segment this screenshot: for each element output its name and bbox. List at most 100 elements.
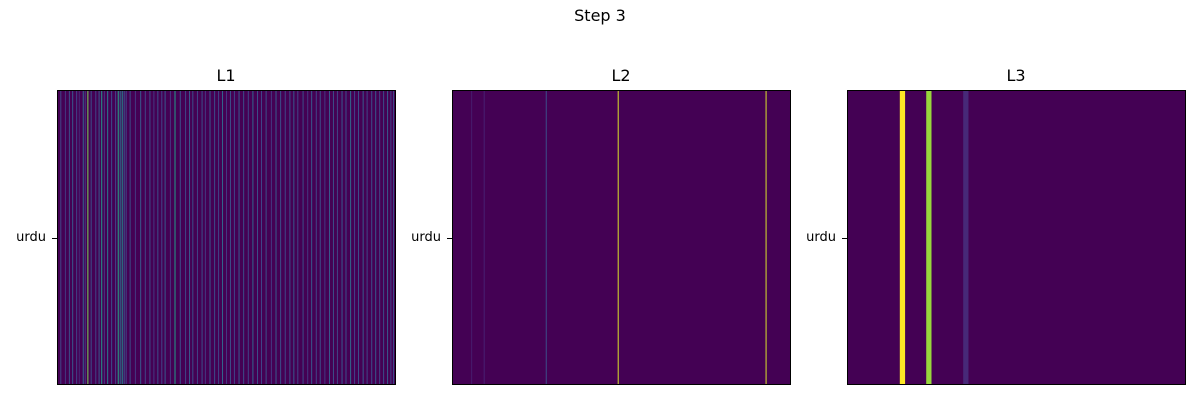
heatmap-cell (153, 90, 155, 384)
heatmap-cell (68, 90, 70, 384)
heatmap-cell (275, 90, 277, 384)
heatmap-cell (189, 90, 191, 384)
heatmap-cell (257, 90, 259, 384)
panel-title: L3 (1006, 66, 1026, 85)
heatmap-cell (161, 90, 163, 384)
heatmap-cell (157, 90, 159, 384)
heatmap-cell (336, 90, 338, 384)
heatmap-cell (144, 90, 146, 384)
heatmap-cell (101, 90, 103, 384)
heatmap-cell (107, 90, 109, 384)
heatmap-cell (471, 90, 473, 384)
y-tick-label: urdu (16, 230, 46, 245)
heatmap-cell (483, 90, 485, 384)
heatmap-cell (238, 90, 240, 384)
heatmap-cell (204, 90, 206, 384)
heatmap-cell (98, 90, 100, 384)
heatmap-cell (174, 90, 176, 384)
heatmap-cell (390, 90, 392, 384)
panel-title: L1 (216, 66, 236, 85)
heatmap-cell (345, 90, 347, 384)
heatmap-cell (247, 90, 249, 384)
heatmap-cell (341, 90, 343, 384)
heatmap-cell (324, 90, 326, 384)
heatmap-cell (375, 90, 377, 384)
heatmap-cell (72, 90, 74, 384)
heatmap-cell (393, 90, 395, 384)
heatmap-background (452, 90, 790, 384)
y-tick-label: urdu (806, 230, 836, 245)
heatmap-cell (332, 90, 334, 384)
heatmap-cell (233, 90, 235, 384)
heatmap-cell (64, 90, 66, 384)
heatmap-cell (121, 90, 123, 384)
heatmap-cell (297, 90, 299, 384)
heatmap-cell (383, 90, 385, 384)
heatmap-panel-l1: L1 urdu (0, 0, 400, 400)
heatmap-cell (95, 90, 97, 384)
heatmap-cell (226, 90, 227, 384)
heatmap-cell (265, 90, 267, 384)
heatmap-cell (289, 90, 291, 384)
heatmap-cell (899, 90, 906, 384)
heatmap-cell (319, 90, 321, 384)
heatmap-cell (270, 90, 272, 384)
heatmap-cell (379, 90, 381, 384)
heatmap-cell (545, 90, 547, 384)
figure-title: Step 3 (574, 6, 626, 25)
heatmap-cell (185, 90, 187, 384)
heatmap-cell (214, 90, 216, 384)
heatmap-cell (362, 90, 364, 384)
heatmap-cell (164, 90, 166, 384)
heatmap-cell (149, 90, 151, 384)
heatmap-cell (82, 90, 84, 384)
heatmap-cell (84, 90, 86, 384)
heatmap-cell (328, 90, 330, 384)
heatmap-cell (243, 90, 245, 384)
y-tick-mark (842, 238, 847, 239)
heatmap-cell (307, 90, 309, 384)
heatmap-cell (76, 90, 78, 384)
y-tick-mark (52, 238, 57, 239)
heatmap-cell (350, 90, 352, 384)
heatmap-cell (78, 90, 80, 384)
heatmap-cell (179, 90, 181, 384)
heatmap-cell (117, 90, 119, 384)
heatmap-cell (963, 90, 969, 384)
heatmap-cell (311, 90, 313, 384)
heatmap-cell (315, 90, 317, 384)
heatmap-cell (169, 90, 171, 384)
heatmap-cell (123, 90, 125, 384)
heatmap-cell (284, 90, 286, 384)
heatmap-cell (103, 90, 105, 384)
heatmap-cell (354, 90, 356, 384)
heatmap-cell (140, 90, 142, 384)
heatmap-cell (280, 90, 282, 384)
heatmap-cell (201, 90, 203, 384)
heatmap-plot (452, 90, 790, 384)
heatmap-cell (387, 90, 389, 384)
y-tick-mark (447, 238, 452, 239)
heatmap-cell (87, 90, 89, 384)
heatmap-cell (617, 90, 619, 384)
heatmap-background (847, 90, 1185, 384)
heatmap-cell (111, 90, 113, 384)
heatmap-cell (129, 90, 131, 384)
heatmap-cell (125, 90, 127, 384)
heatmap-cell (90, 90, 92, 384)
heatmap-cell (134, 90, 136, 384)
heatmap-cell (192, 90, 194, 384)
panel-title: L2 (611, 66, 631, 85)
heatmap-cell (196, 90, 198, 384)
heatmap-cell (252, 90, 254, 384)
heatmap-cell (765, 90, 767, 384)
heatmap-cell (366, 90, 368, 384)
heatmap-plot (847, 90, 1185, 384)
heatmap-cell (119, 90, 121, 384)
heatmap-cell (302, 90, 304, 384)
heatmap-cell (218, 90, 220, 384)
heatmap-cell (371, 90, 373, 384)
heatmap-cell (222, 90, 224, 384)
y-tick-label: urdu (411, 230, 441, 245)
heatmap-cell (358, 90, 360, 384)
